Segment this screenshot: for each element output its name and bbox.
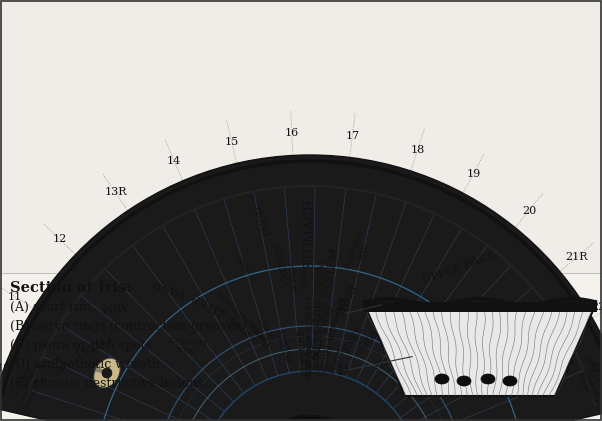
Text: 18: 18 [411, 145, 424, 155]
Wedge shape [199, 366, 421, 421]
Text: SKIN
AREA: SKIN AREA [550, 349, 577, 376]
Text: 11: 11 [8, 292, 22, 301]
Wedge shape [25, 186, 595, 410]
Text: PERITONEUM: PERITONEUM [312, 259, 328, 328]
Text: DIAPHRAGM
UPPER ABDOMEN: DIAPHRAGM UPPER ABDOMEN [209, 288, 274, 352]
Text: · LYMPHATIC SYSTEM ·: · LYMPHATIC SYSTEM · [306, 291, 314, 385]
Text: 16: 16 [285, 128, 299, 139]
Text: THIGH: THIGH [338, 283, 359, 317]
Text: 22: 22 [591, 302, 602, 312]
Text: ALIMENT
ARY: ALIMENT ARY [343, 228, 376, 274]
Text: (C) psora or itch spots: (C) psora or itch spots [10, 339, 152, 352]
Ellipse shape [94, 358, 120, 388]
Text: PAN-: PAN- [234, 250, 252, 272]
Wedge shape [0, 155, 602, 421]
Text: SKIN AREA: SKIN AREA [306, 333, 314, 378]
Wedge shape [288, 276, 332, 367]
Text: 14: 14 [167, 156, 181, 166]
Text: (B) nerve rings (contraction grooves): (B) nerve rings (contraction grooves) [10, 320, 246, 333]
Polygon shape [365, 306, 595, 396]
Text: RUPTURE: RUPTURE [296, 327, 310, 375]
Text: LYMPHATIC
SYSTEM: LYMPHATIC SYSTEM [575, 371, 602, 409]
Text: DUOD: DUOD [254, 203, 274, 237]
Text: KIDNEY: KIDNEY [357, 318, 394, 352]
Text: Section of Iris:: Section of Iris: [10, 281, 132, 295]
Wedge shape [247, 416, 373, 421]
Ellipse shape [481, 374, 495, 384]
Text: 13R: 13R [104, 187, 126, 197]
Ellipse shape [457, 376, 471, 386]
Text: 19: 19 [467, 169, 480, 179]
Text: FOOT: FOOT [327, 348, 347, 376]
Text: BUBO: BUBO [311, 344, 322, 374]
Text: LIVER: LIVER [189, 290, 226, 317]
Text: 23: 23 [591, 363, 602, 373]
Text: HAND: HAND [152, 277, 187, 296]
Text: UPPER BACK: UPPER BACK [421, 250, 497, 286]
Text: LYMPHATIC
SYSTEM: LYMPHATIC SYSTEM [13, 371, 45, 409]
Text: (A) scurf rim.: (A) scurf rim. [10, 301, 95, 314]
Text: PENIS: PENIS [372, 351, 403, 371]
Text: PROSTATE: PROSTATE [436, 373, 478, 398]
Text: LOWIE
ABDOMEN: LOWIE ABDOMEN [318, 294, 347, 345]
Text: PELVIS: PELVIS [276, 328, 296, 362]
Text: ARM: ARM [101, 299, 129, 312]
Wedge shape [326, 333, 366, 374]
Text: TESTES
OVARY: TESTES OVARY [248, 312, 280, 348]
Wedge shape [95, 258, 526, 421]
Text: URETHRA: URETHRA [400, 339, 445, 355]
Text: (E) chronic destructive lesions.: (E) chronic destructive lesions. [10, 377, 207, 390]
Text: NERVOUS SYSTEM: NERVOUS SYSTEM [311, 248, 340, 360]
Text: SYMPATHETIC
SYSTEM: SYMPATHETIC SYSTEM [5, 357, 42, 397]
Text: GROIN: GROIN [318, 343, 336, 377]
Text: KNEE: KNEE [341, 325, 365, 354]
Text: SYMPATHETIC
SYSTEM: SYMPATHETIC SYSTEM [579, 357, 602, 397]
Text: 20: 20 [522, 205, 536, 216]
Text: 12: 12 [52, 234, 67, 244]
Text: (D) sympathetic wreath: (D) sympathetic wreath [10, 358, 160, 371]
Wedge shape [251, 337, 298, 376]
Circle shape [245, 416, 375, 421]
Text: LOWER
BACK: LOWER BACK [483, 314, 528, 343]
Text: D: D [337, 364, 348, 378]
Text: UTERUS
VAGINA: UTERUS VAGINA [428, 346, 467, 368]
Text: APPEN-
DIX: APPEN- DIX [289, 258, 309, 294]
Wedge shape [25, 186, 595, 421]
Text: SKIN
AREA: SKIN AREA [43, 349, 69, 376]
Text: CHEST: CHEST [70, 331, 112, 358]
Text: 21R: 21R [565, 252, 588, 262]
Wedge shape [160, 326, 460, 421]
Text: GALL
BLADDER: GALL BLADDER [166, 333, 207, 354]
Text: STOMACH: STOMACH [303, 198, 317, 268]
Text: CORD: CORD [476, 349, 506, 368]
Bar [0, 273, 602, 421]
Text: 15: 15 [225, 137, 239, 147]
Circle shape [102, 368, 112, 378]
Text: BLADDER: BLADDER [436, 314, 484, 326]
Ellipse shape [435, 374, 449, 384]
Ellipse shape [503, 376, 517, 386]
Text: CAECUM: CAECUM [273, 240, 293, 285]
Text: E: E [337, 299, 347, 313]
Text: 10: 10 [0, 363, 11, 373]
Text: ADRENAL: ADRENAL [376, 311, 422, 343]
Text: 17: 17 [346, 131, 359, 141]
Bar [363, 302, 597, 312]
